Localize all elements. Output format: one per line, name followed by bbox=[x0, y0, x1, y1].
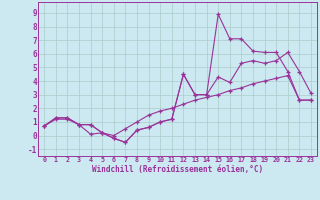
X-axis label: Windchill (Refroidissement éolien,°C): Windchill (Refroidissement éolien,°C) bbox=[92, 165, 263, 174]
